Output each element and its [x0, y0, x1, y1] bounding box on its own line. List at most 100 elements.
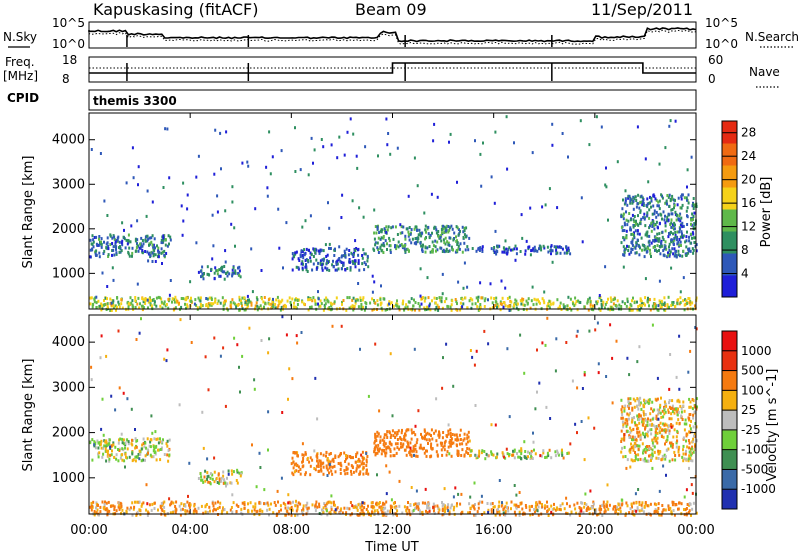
- range-cell: [307, 298, 310, 302]
- range-cell: [513, 503, 516, 507]
- range-cell: [670, 417, 673, 421]
- range-cell: [657, 213, 660, 217]
- range-cell: [567, 246, 570, 250]
- range-cell: [652, 409, 654, 413]
- range-cell: [547, 250, 550, 254]
- range-cell: [463, 437, 466, 441]
- range-cell: [645, 204, 648, 207]
- range-cell: [690, 513, 692, 517]
- range-cell: [622, 245, 625, 249]
- range-cell: [291, 268, 294, 272]
- range-cell: [356, 298, 359, 302]
- range-cell: [340, 507, 343, 511]
- range-cell: [623, 238, 626, 242]
- range-cell: [667, 305, 670, 309]
- range-cell: [142, 501, 145, 505]
- range-cell: [672, 252, 675, 256]
- range-cell: [436, 248, 439, 252]
- range-cell: [362, 296, 365, 300]
- range-cell: [202, 446, 205, 450]
- range-cell: [222, 346, 225, 350]
- range-cell: [223, 479, 226, 483]
- range-cell: [193, 504, 196, 508]
- range-cell: [480, 451, 483, 455]
- range-cell: [422, 243, 424, 247]
- range-cell: [443, 504, 446, 508]
- range-cell: [682, 404, 685, 408]
- range-cell: [411, 449, 414, 453]
- range-cell: [490, 247, 493, 251]
- range-cell: [421, 501, 424, 505]
- range-cell: [143, 298, 145, 302]
- range-cell: [681, 455, 684, 459]
- range-cell: [428, 245, 431, 248]
- range-cell: [558, 507, 561, 511]
- range-cell: [656, 431, 659, 435]
- range-cell: [656, 232, 659, 236]
- range-cell: [98, 235, 101, 238]
- range-cell: [238, 365, 240, 369]
- range-cell: [607, 218, 609, 222]
- range-cell: [499, 300, 502, 304]
- range-cell: [325, 296, 328, 300]
- range-cell: [253, 378, 256, 382]
- range-cell: [671, 445, 674, 449]
- range-cell: [494, 304, 497, 307]
- range-cell: [643, 217, 646, 221]
- range-cell: [91, 438, 94, 442]
- range-cell: [643, 212, 646, 216]
- range-cell: [657, 200, 660, 204]
- range-cell: [520, 452, 523, 456]
- range-cell: [325, 464, 328, 468]
- range-cell: [690, 483, 693, 487]
- range-cell: [379, 229, 382, 233]
- range-cell: [667, 504, 670, 508]
- range-cell: [111, 242, 114, 245]
- range-cell: [395, 247, 398, 251]
- range-cell: [664, 304, 666, 307]
- range-cell: [657, 412, 660, 416]
- range-cell: [270, 306, 273, 310]
- range-cell: [507, 247, 510, 251]
- range-cell: [442, 224, 445, 228]
- range-cell: [687, 251, 690, 255]
- range-cell: [495, 296, 498, 300]
- range-cell: [153, 447, 156, 451]
- range-cell: [342, 261, 345, 265]
- range-cell: [423, 437, 426, 441]
- range-cell: [381, 510, 384, 514]
- range-cell: [633, 513, 636, 517]
- range-cell: [284, 513, 287, 517]
- range-cell: [683, 409, 686, 413]
- range-cell: [677, 196, 680, 200]
- range-cell: [537, 298, 539, 302]
- range-cell: [326, 261, 329, 265]
- range-cell: [510, 507, 512, 511]
- range-cell: [163, 249, 166, 253]
- range-cell: [134, 305, 137, 309]
- range-cell: [364, 252, 367, 256]
- range-cell: [203, 272, 205, 275]
- range-cell: [620, 241, 623, 245]
- range-cell: [357, 253, 360, 257]
- range-cell: [427, 504, 430, 508]
- range-cell: [404, 237, 407, 241]
- range-cell: [287, 501, 290, 505]
- range-cell: [560, 508, 562, 512]
- range-cell: [383, 433, 386, 437]
- range-cell: [267, 298, 270, 302]
- range-cell: [512, 449, 514, 453]
- range-cell: [636, 444, 639, 448]
- range-cell: [644, 401, 646, 405]
- range-cell: [668, 242, 671, 246]
- range-cell: [383, 244, 386, 248]
- range-cell: [295, 334, 298, 338]
- range-cell: [410, 228, 413, 232]
- range-cell: [498, 504, 501, 508]
- range-cell: [694, 444, 696, 448]
- colorbar-segment: [722, 253, 737, 276]
- range-cell: [655, 503, 658, 507]
- range-cell: [688, 441, 691, 445]
- range-cell: [463, 241, 466, 245]
- range-cell: [384, 442, 387, 446]
